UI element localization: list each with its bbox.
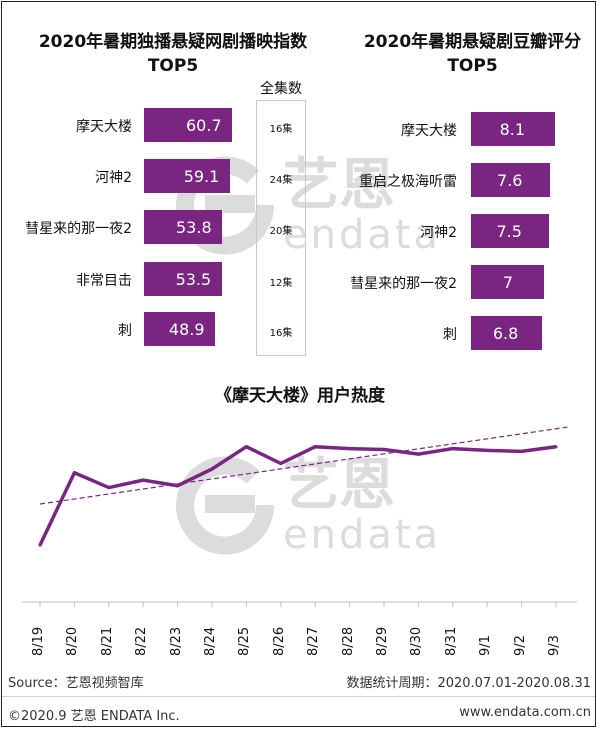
- left-bar: [144, 210, 222, 244]
- website: www.endata.com.cn: [459, 705, 591, 720]
- endata-logo-icon: [176, 456, 275, 555]
- x-tick-label: 8/19: [31, 626, 46, 656]
- right-category-label: 重启之极海听雷: [359, 174, 457, 190]
- x-tick-label: 8/21: [99, 626, 115, 656]
- left-bar-value: 53.5: [175, 270, 212, 289]
- left-chart-title: 2020年暑期独播悬疑网剧播映指数TOP5: [38, 32, 308, 76]
- left-bar: [144, 312, 215, 346]
- episodes-header: 全集数: [260, 81, 302, 97]
- watermark-cn: 艺恩: [283, 453, 395, 518]
- right-bar: [471, 163, 551, 197]
- x-tick-label: 9/1: [478, 635, 494, 656]
- x-tick-label: 8/24: [203, 626, 218, 656]
- left-category-label: 彗星来的那一夜2: [25, 221, 132, 237]
- period-note: 数据统计周期：2020.07.01-2020.08.31: [346, 676, 591, 691]
- x-tick-label: 9/2: [512, 635, 528, 656]
- right-category-label: 刺: [443, 327, 457, 343]
- watermark-logo-bottom: 艺恩 endata: [165, 440, 445, 580]
- right-bar-value: 7.6: [497, 171, 523, 190]
- footer-divider: [2, 696, 595, 697]
- x-tick-label: 8/27: [306, 626, 322, 656]
- episode-count: 20集: [269, 226, 293, 237]
- left-bar-value: 59.1: [183, 167, 220, 186]
- left-category-label: 非常目击: [76, 273, 132, 289]
- left-bar-value: 48.9: [168, 320, 205, 339]
- watermark-cn: 艺恩: [283, 153, 395, 218]
- episode-count: 16集: [269, 124, 293, 135]
- right-category-label: 河神2: [420, 225, 457, 241]
- watermark-en: endata: [283, 212, 442, 258]
- x-tick-label: 9/3: [547, 635, 562, 656]
- line-chart-title: 《摩天大楼》用户热度: [215, 386, 385, 406]
- left-category-label: 摩天大楼: [76, 119, 132, 135]
- x-tick-label: 8/20: [65, 626, 81, 656]
- left-bar-value: 53.8: [176, 218, 212, 237]
- watermark-en: endata: [283, 512, 442, 558]
- left-bar-value: 60.7: [186, 116, 222, 135]
- left-category-label: 刺: [118, 323, 132, 339]
- x-tick-label: 8/28: [340, 626, 356, 656]
- right-category-label: 摩天大楼: [401, 123, 457, 139]
- right-bar: [471, 112, 556, 146]
- episode-count: 24集: [269, 175, 293, 186]
- right-chart-title: 2020年暑期悬疑剧豆瓣评分TOP5: [363, 32, 582, 76]
- episodes-box: [256, 100, 306, 356]
- right-bar: [471, 265, 544, 299]
- x-tick-label: 8/31: [443, 626, 459, 656]
- left-bar: [144, 159, 230, 193]
- right-bar-value: 6.8: [492, 324, 519, 343]
- left-category-label: 河神2: [95, 170, 132, 186]
- left-bar: [144, 108, 232, 142]
- episode-count: 12集: [269, 278, 293, 289]
- copyright: ©2020.9 艺恩 ENDATA Inc.: [8, 709, 180, 724]
- x-tick-label: 8/29: [375, 626, 390, 656]
- source-note: Source：艺恩视频智库: [8, 676, 144, 691]
- episode-count: 16集: [269, 328, 293, 339]
- right-bar-value: 8.1: [499, 120, 526, 139]
- x-tick-label: 8/23: [168, 626, 184, 656]
- x-tick-label: 8/25: [237, 626, 253, 656]
- right-category-label: 彗星来的那一夜2: [350, 276, 457, 292]
- x-tick-label: 8/30: [409, 626, 425, 656]
- right-bar: [471, 316, 542, 350]
- x-tick-label: 8/22: [134, 626, 150, 656]
- right-bar-value: 7.5: [496, 222, 522, 241]
- x-tick-label: 8/26: [271, 626, 287, 656]
- left-bar: [144, 262, 222, 296]
- right-bar-value: 7: [502, 273, 514, 292]
- right-bar: [471, 214, 549, 248]
